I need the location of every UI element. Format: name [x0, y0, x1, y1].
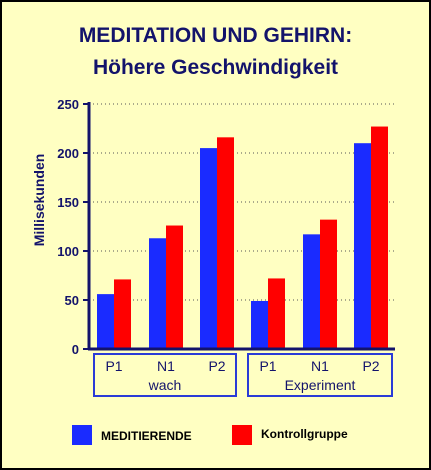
legend-label-kontrollgruppe: Kontrollgruppe — [261, 427, 348, 441]
chart-title: MEDITATION UND GEHIRN: — [78, 24, 353, 47]
bar-meditierende-0 — [97, 294, 114, 349]
x-tick-label: P2 — [208, 358, 225, 374]
bar-kontrollgruppe-4 — [320, 219, 337, 349]
x-tick-label: P1 — [105, 358, 122, 374]
bar-meditierende-2 — [200, 148, 217, 349]
bar-kontrollgruppe-0 — [114, 279, 131, 349]
chart-subtitle: Höhere Geschwindigkeit — [92, 56, 339, 79]
bar-meditierende-3 — [251, 300, 268, 349]
group-box — [247, 353, 393, 397]
y-tick-label: 100 — [57, 244, 79, 259]
legend-swatch-kontrollgruppe — [232, 425, 252, 445]
y-tick-label: 50 — [65, 293, 79, 308]
legend-label-meditierende: MEDITIERENDE — [101, 429, 192, 443]
group-label: wach — [148, 377, 182, 393]
x-tick-label: P2 — [362, 358, 379, 374]
x-tick-label: P1 — [259, 358, 276, 374]
bar-kontrollgruppe-3 — [268, 278, 285, 349]
bar-kontrollgruppe-5 — [371, 126, 388, 349]
legend-swatch-meditierende — [72, 425, 92, 445]
y-tick-label: 250 — [57, 97, 79, 112]
bar-meditierende-1 — [149, 238, 166, 349]
bar-meditierende-4 — [303, 234, 320, 349]
y-tick-label: 200 — [57, 146, 79, 161]
group-label: Experiment — [285, 377, 356, 393]
bar-meditierende-5 — [354, 143, 371, 349]
y-tick-label: 150 — [57, 195, 79, 210]
y-tick-label: 0 — [72, 342, 79, 357]
group-box — [93, 353, 237, 397]
x-tick-label: N1 — [157, 358, 175, 374]
bar-kontrollgruppe-1 — [166, 225, 183, 349]
y-axis-label: Millisekunden — [31, 154, 47, 247]
x-tick-label: N1 — [311, 358, 329, 374]
bar-kontrollgruppe-2 — [217, 137, 234, 349]
